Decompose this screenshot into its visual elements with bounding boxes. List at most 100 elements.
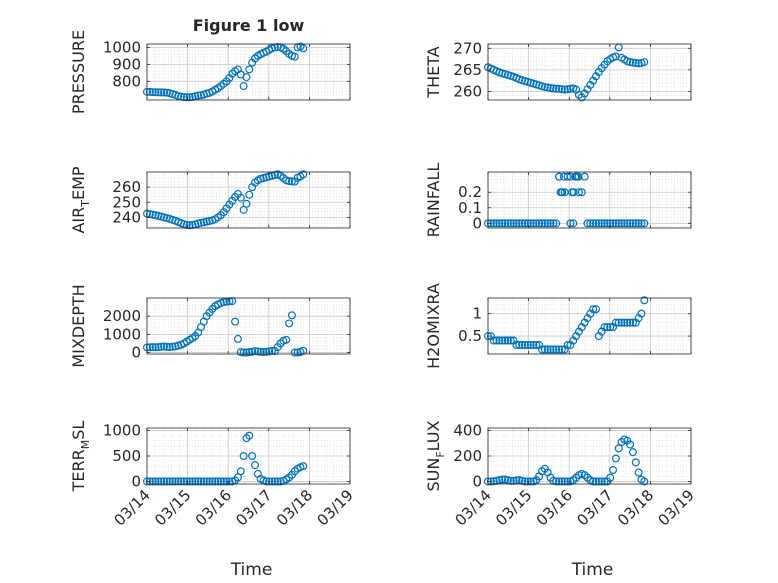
data-point <box>498 336 507 345</box>
data-point <box>591 219 600 228</box>
data-point <box>637 219 646 228</box>
y-tick-label: 900 <box>112 55 141 73</box>
data-point <box>589 219 598 228</box>
data-point <box>526 219 535 228</box>
data-point <box>285 319 294 328</box>
data-point <box>165 477 174 486</box>
y-axis-label: PRESSURE <box>69 30 88 114</box>
data-point <box>486 219 495 228</box>
data-point <box>512 219 521 228</box>
data-point <box>245 348 254 357</box>
data-point <box>211 477 220 486</box>
data-point <box>532 219 541 228</box>
data-point <box>597 219 606 228</box>
data-point <box>165 343 174 352</box>
data-point <box>640 477 649 486</box>
data-point <box>557 85 566 94</box>
data-point <box>597 477 606 486</box>
data-point <box>560 85 569 94</box>
data-point <box>250 461 259 470</box>
y-axis-label: MIXDEPTH <box>69 284 88 367</box>
data-point <box>569 219 578 228</box>
data-point <box>591 477 600 486</box>
data-point <box>549 219 558 228</box>
axes-box <box>487 171 692 229</box>
data-point <box>540 345 549 354</box>
data-point <box>174 92 183 101</box>
data-point <box>628 58 637 67</box>
data-point <box>219 298 228 307</box>
data-point <box>265 477 274 486</box>
data-point <box>634 468 643 477</box>
data-point <box>609 219 618 228</box>
axes-box <box>146 171 351 229</box>
y-tick-label: 200 <box>453 447 482 465</box>
data-point <box>512 341 521 350</box>
data-point <box>626 440 635 449</box>
series-air_temp <box>143 170 308 230</box>
data-point <box>540 83 549 92</box>
data-point <box>623 219 632 228</box>
data-point <box>148 343 157 352</box>
data-point <box>552 345 561 354</box>
data-point <box>171 477 180 486</box>
data-point <box>577 188 586 197</box>
data-point <box>640 58 649 67</box>
data-point <box>256 347 265 356</box>
data-point <box>242 199 251 208</box>
data-point <box>591 305 600 314</box>
data-point <box>486 477 495 486</box>
data-point <box>600 477 609 486</box>
data-point <box>162 477 171 486</box>
data-point <box>546 83 555 92</box>
data-point <box>558 188 567 197</box>
data-point <box>148 88 157 97</box>
data-point <box>620 219 629 228</box>
data-point <box>515 219 524 228</box>
data-point <box>614 318 623 327</box>
data-point <box>299 44 308 53</box>
data-point <box>290 348 299 357</box>
data-point <box>245 190 254 199</box>
data-point <box>520 219 529 228</box>
y-tick-label: 265 <box>453 61 482 79</box>
data-point <box>537 345 546 354</box>
data-point <box>168 342 177 351</box>
data-point <box>543 83 552 92</box>
y-tick-label: 0 <box>131 344 141 362</box>
data-point <box>196 477 205 486</box>
data-point <box>637 309 646 318</box>
y-axis-label: THETA <box>424 46 443 98</box>
data-point <box>560 477 569 486</box>
data-point <box>523 477 532 486</box>
data-point <box>194 477 203 486</box>
data-point <box>191 477 200 486</box>
y-tick-label: 260 <box>112 178 141 196</box>
data-point <box>563 85 572 94</box>
data-point <box>168 477 177 486</box>
data-point <box>162 342 171 351</box>
data-point <box>225 477 234 486</box>
data-point <box>526 477 535 486</box>
data-point <box>574 172 583 181</box>
data-point <box>552 84 561 93</box>
data-point <box>151 477 160 486</box>
y-tick-label: 0.2 <box>458 183 482 201</box>
data-point <box>546 219 555 228</box>
data-point <box>282 335 291 344</box>
y-tick-label: 250 <box>112 193 141 211</box>
subplot-h2omixra: 0.5 1 H2OMIXRA <box>424 283 692 369</box>
data-point <box>518 341 527 350</box>
data-point <box>287 177 296 186</box>
data-point <box>529 219 538 228</box>
data-point <box>162 88 171 97</box>
y-tick-label: 1000 <box>103 422 141 440</box>
data-point <box>569 188 578 197</box>
data-point <box>617 318 626 327</box>
series-mixdepth <box>143 297 308 357</box>
data-point <box>214 477 223 486</box>
data-point <box>503 336 512 345</box>
